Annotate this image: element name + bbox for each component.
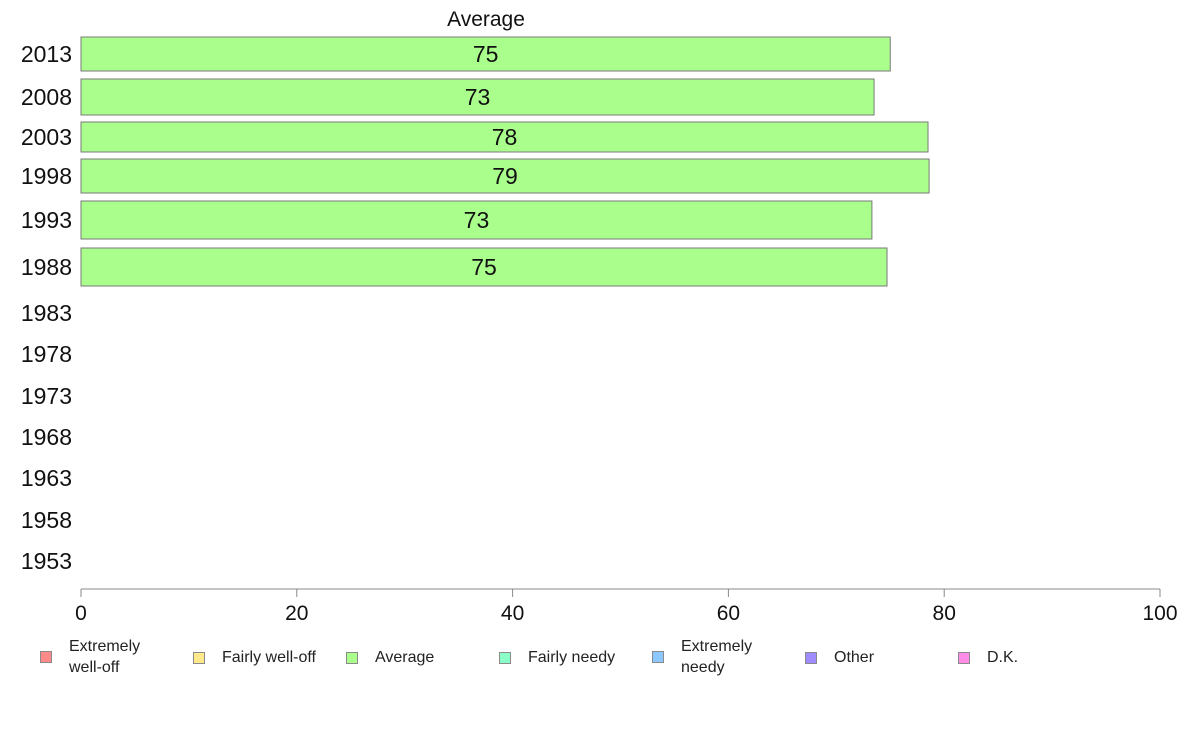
legend-item-6: D.K. — [958, 647, 1018, 668]
legend-item-1: Fairly well-off — [193, 647, 316, 668]
legend-swatch-1 — [193, 651, 205, 664]
legend-item-0: Extremely well-off — [40, 636, 140, 678]
bar-value-label: 75 — [471, 254, 497, 280]
y-tick-label: 1973 — [21, 383, 72, 409]
legend-swatch-6 — [958, 651, 970, 664]
legend-item-3: Fairly needy — [499, 647, 615, 668]
legend-swatch-5 — [805, 651, 817, 664]
legend-swatch-0 — [40, 651, 52, 663]
legend-swatch-4 — [652, 651, 664, 663]
legend-label: Fairly needy — [528, 649, 616, 666]
bar-value-label: 79 — [492, 163, 518, 189]
legend-label: Fairly well-off — [222, 649, 316, 666]
y-tick-label: 1968 — [21, 424, 72, 450]
legend-label: D.K. — [987, 649, 1019, 666]
legend-item-4: Extremely needy — [652, 636, 752, 678]
bar — [80, 247, 888, 287]
legend-item-2: Average — [346, 647, 434, 668]
y-tick-label: 1993 — [21, 207, 72, 233]
bar-value-label: 73 — [465, 84, 491, 110]
x-tick-label: 0 — [75, 602, 87, 625]
y-tick-label: 1998 — [21, 163, 72, 189]
legend: Extremely well-off Fairly well-off Avera… — [0, 636, 1188, 686]
bar — [80, 36, 891, 72]
legend-label: Average — [375, 649, 435, 666]
x-tick-label: 60 — [717, 602, 740, 625]
bar — [80, 158, 930, 194]
y-tick-label: 1988 — [21, 254, 72, 280]
y-tick-label: 1958 — [21, 507, 72, 533]
bar — [80, 121, 929, 153]
y-tick-label: 1978 — [21, 341, 72, 367]
chart-title: Average — [447, 8, 525, 31]
legend-swatch-3 — [499, 651, 511, 664]
y-tick-label: 1983 — [21, 300, 72, 326]
bar-chart: Average 2013 2008 2003 1998 1993 1988 1983 1978… — [21, 8, 1178, 625]
bar — [80, 78, 875, 116]
y-tick-label: 2003 — [21, 124, 72, 150]
x-tick-label: 20 — [285, 602, 308, 625]
x-tick-label: 40 — [501, 602, 524, 625]
x-tick-label: 80 — [933, 602, 956, 625]
bar-value-label: 73 — [464, 207, 490, 233]
x-tick-label: 100 — [1142, 602, 1177, 625]
legend-label: Extremely needy — [681, 638, 753, 676]
legend-label: Other — [834, 649, 875, 666]
bar — [80, 200, 873, 240]
y-tick-label: 1963 — [21, 465, 72, 491]
legend-swatch-2 — [346, 651, 358, 664]
y-tick-label: 1953 — [21, 548, 72, 574]
bar-value-label: 75 — [473, 41, 499, 67]
y-tick-label: 2013 — [21, 41, 72, 67]
legend-item-5: Other — [805, 647, 874, 668]
bar-value-label: 78 — [492, 124, 518, 150]
y-tick-label: 2008 — [21, 84, 72, 110]
legend-label: Extremely well-off — [69, 638, 141, 676]
